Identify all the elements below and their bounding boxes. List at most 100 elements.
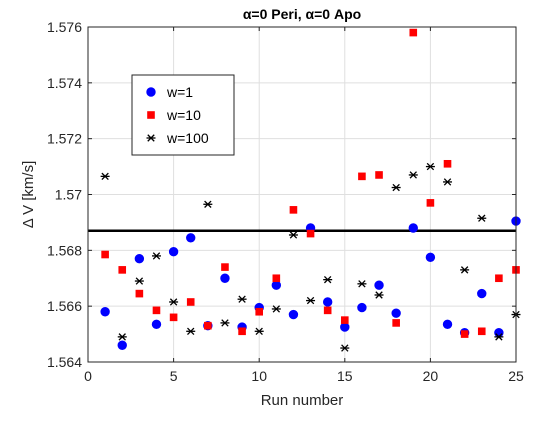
data-point — [186, 327, 196, 335]
data-point — [168, 247, 179, 257]
data-point — [289, 206, 298, 214]
data-point — [426, 199, 435, 207]
data-point — [357, 280, 367, 288]
data-point — [442, 319, 453, 330]
data-point — [151, 319, 162, 330]
data-point — [391, 183, 401, 192]
data-point — [323, 306, 332, 315]
asterisk-stroke — [135, 277, 144, 285]
data-point — [374, 291, 384, 299]
data-point — [306, 296, 316, 305]
data-point — [272, 274, 281, 283]
data-point — [100, 172, 110, 181]
data-point — [408, 223, 418, 233]
asterisk-stroke — [289, 231, 298, 239]
data-point — [477, 327, 486, 336]
asterisk-stroke — [169, 298, 178, 306]
legend-marker — [147, 111, 155, 119]
x-tick-label: 15 — [337, 368, 353, 384]
data-point — [477, 288, 487, 299]
asterisk-stroke — [460, 266, 469, 274]
asterisk-stroke — [152, 252, 161, 260]
asterisk-stroke — [358, 280, 366, 288]
asterisk-stroke — [204, 200, 212, 208]
data-point — [220, 273, 230, 283]
y-axis-label: Δ V [km/s] — [20, 161, 37, 229]
data-point — [186, 233, 196, 243]
asterisk-stroke — [272, 305, 281, 313]
asterisk-stroke — [101, 172, 109, 181]
data-point — [288, 309, 299, 320]
data-point — [306, 229, 315, 238]
y-tick-label: 1.57 — [55, 187, 82, 203]
data-point — [100, 307, 110, 317]
data-point — [495, 274, 503, 283]
asterisk-stroke — [306, 296, 315, 305]
asterisk-stroke — [147, 134, 155, 142]
data-point — [374, 280, 384, 290]
data-point — [340, 322, 350, 332]
data-point — [460, 266, 470, 274]
y-tick-label: 1.566 — [47, 298, 82, 314]
data-point — [460, 330, 469, 338]
x-tick-label: 25 — [508, 368, 524, 384]
data-point — [340, 344, 350, 352]
y-tick-label: 1.576 — [47, 19, 82, 35]
data-point — [288, 231, 298, 239]
data-point — [322, 297, 333, 307]
x-tick-label: 5 — [170, 368, 178, 384]
data-point — [271, 280, 282, 290]
data-point — [117, 333, 127, 341]
asterisk-stroke — [443, 178, 452, 186]
y-tick-label: 1.564 — [47, 354, 82, 370]
x-axis-ticks: 0 5 10 15 20 25 — [84, 27, 524, 384]
data-point — [134, 277, 144, 285]
data-point — [409, 28, 418, 37]
data-point — [443, 178, 453, 186]
data-point — [118, 266, 127, 274]
data-point — [391, 308, 401, 318]
asterisk-stroke — [255, 327, 263, 335]
data-point — [341, 316, 349, 324]
legend-label: w=1 — [166, 84, 193, 100]
asterisk-stroke — [426, 162, 435, 171]
data-point — [494, 333, 504, 341]
legend: w=1 w=10 w=100 — [131, 74, 235, 156]
asterisk-stroke — [118, 333, 126, 341]
data-point — [477, 214, 487, 222]
data-point — [255, 307, 263, 316]
data-point — [392, 319, 400, 327]
data-point — [408, 171, 418, 179]
x-tick-label: 0 — [84, 368, 92, 384]
y-tick-label: 1.574 — [47, 75, 82, 91]
data-point — [186, 298, 195, 306]
data-point — [357, 302, 367, 313]
asterisk-stroke — [238, 295, 246, 303]
data-point — [151, 252, 161, 260]
data-point — [203, 200, 213, 208]
data-point — [204, 321, 212, 330]
y-axis-ticks: 1.564 1.566 1.568 1.57 1.572 1.574 1.576 — [47, 19, 516, 370]
x-tick-label: 10 — [251, 368, 267, 384]
y-tick-label: 1.568 — [47, 242, 82, 258]
asterisk-stroke — [187, 327, 195, 335]
data-point — [271, 305, 281, 313]
legend-marker — [146, 87, 156, 97]
legend-label: w=10 — [166, 107, 201, 123]
legend-marker — [146, 134, 156, 142]
y-tick-label: 1.572 — [47, 131, 82, 147]
data-point — [425, 252, 436, 263]
data-point — [169, 298, 179, 306]
data-point — [237, 295, 247, 303]
data-point — [323, 275, 333, 284]
asterisk-stroke — [221, 319, 229, 327]
asterisk-stroke — [323, 275, 332, 284]
asterisk-stroke — [375, 291, 383, 299]
data-point — [425, 162, 435, 171]
x-tick-label: 20 — [423, 368, 439, 384]
data-point — [101, 250, 109, 259]
asterisk-stroke — [341, 344, 349, 352]
data-point — [375, 171, 383, 179]
data-point — [135, 289, 144, 298]
